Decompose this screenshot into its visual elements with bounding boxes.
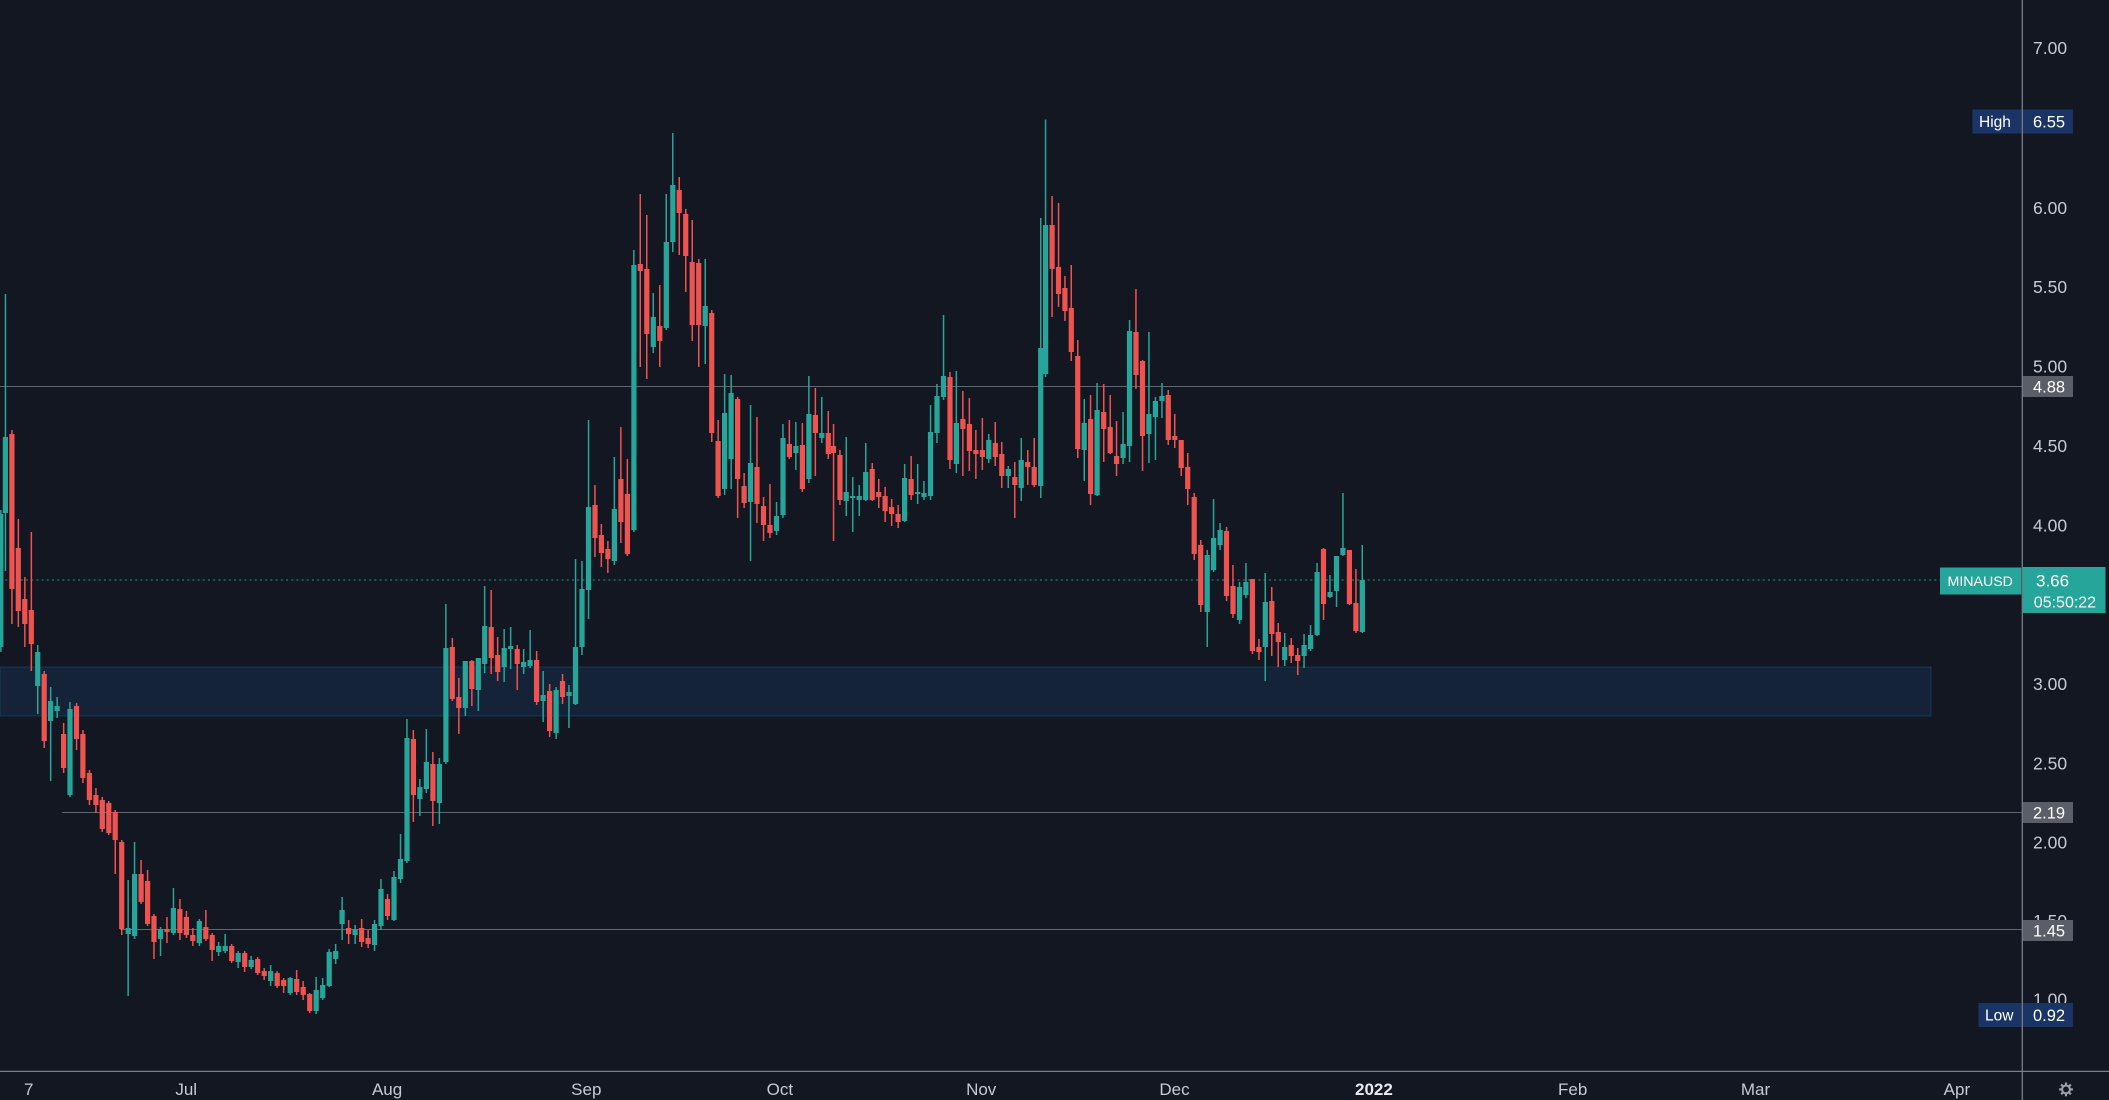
svg-text:5.00: 5.00 [2033,357,2067,377]
svg-text:4.50: 4.50 [2033,436,2067,456]
svg-text:MINAUSD: MINAUSD [1948,574,2013,590]
svg-text:4.00: 4.00 [2033,516,2067,536]
svg-text:Sep: Sep [571,1080,601,1099]
svg-text:3.66: 3.66 [2036,572,2069,591]
svg-text:Nov: Nov [966,1080,997,1099]
svg-text:4.88: 4.88 [2033,378,2065,396]
svg-text:5.50: 5.50 [2033,277,2067,297]
svg-text:2022: 2022 [1355,1080,1393,1099]
svg-text:Jul: Jul [175,1080,197,1099]
svg-text:Apr: Apr [1944,1080,1971,1099]
svg-text:Aug: Aug [372,1080,402,1099]
svg-text:Mar: Mar [1741,1080,1771,1099]
svg-text:6.00: 6.00 [2033,198,2067,218]
svg-text:7.00: 7.00 [2033,38,2067,58]
svg-text:1.45: 1.45 [2033,922,2065,940]
svg-text:High: High [1979,114,2011,131]
svg-text:Feb: Feb [1558,1080,1587,1099]
svg-text:6.55: 6.55 [2033,113,2065,131]
svg-text:0.92: 0.92 [2033,1007,2065,1025]
svg-text:7: 7 [24,1080,33,1099]
svg-text:2.50: 2.50 [2033,754,2067,774]
svg-text:Dec: Dec [1159,1080,1190,1099]
svg-text:05:50:22: 05:50:22 [2034,595,2096,612]
svg-text:Oct: Oct [767,1080,794,1099]
svg-text:3.00: 3.00 [2033,674,2067,694]
svg-text:2.19: 2.19 [2033,804,2065,822]
svg-text:Low: Low [1985,1008,2014,1025]
svg-text:2.00: 2.00 [2033,833,2067,853]
